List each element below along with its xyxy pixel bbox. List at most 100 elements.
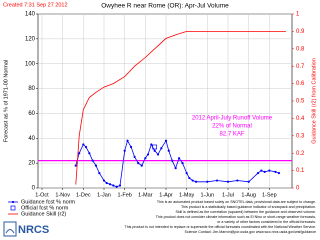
x-tick-label: 1-Jul: [222, 192, 234, 198]
point: [112, 184, 115, 187]
point: [144, 157, 147, 160]
annotation: 2012 April-July Runoff Volume: [192, 116, 273, 122]
point: [160, 147, 163, 150]
point: [88, 152, 91, 155]
disclaimer: This is an automated product based solel…: [157, 200, 316, 204]
y-tick-label: 60: [28, 111, 35, 117]
x-tick-label: 1-May: [179, 192, 195, 198]
y2-tick-label: 1: [296, 12, 300, 18]
point: [260, 169, 263, 172]
point: [164, 139, 168, 142]
logo: NRCS: [3, 221, 49, 237]
point: [236, 179, 239, 182]
legend-swatch: [11, 200, 15, 204]
x-tick-label: 1-Mar: [138, 192, 153, 198]
point: [146, 153, 150, 156]
annotation: 82.7 KAF: [219, 132, 244, 138]
point: [102, 179, 106, 182]
point: [185, 171, 188, 175]
point: [108, 183, 112, 186]
y-tick-label: 140: [25, 12, 36, 18]
point: [194, 180, 198, 183]
point: [191, 179, 194, 182]
point: [156, 153, 160, 156]
disclaimer: This product is not intended to replace …: [125, 225, 316, 229]
logo-text: NRCS: [18, 224, 49, 236]
y-tick-label: 80: [28, 86, 35, 92]
disclaimer: This product does not consider climate i…: [156, 215, 316, 219]
y-tick-label: 0: [32, 186, 36, 192]
point: [133, 155, 136, 159]
y2-axis-label: Guidance Skill (r2) from Calibration: [311, 58, 317, 144]
point: [247, 180, 250, 183]
legend-label: Official fcst % norm: [21, 205, 69, 211]
legend-swatch: [10, 205, 16, 211]
point: [129, 145, 133, 149]
y-tick-label: 20: [28, 161, 35, 167]
point: [123, 149, 126, 152]
point: [152, 144, 158, 150]
x-tick-label: 1-Jun: [200, 192, 214, 198]
point: [98, 171, 101, 175]
y2-tick-label: 0.6: [296, 81, 305, 87]
x-tick-label: 1-Aug: [241, 192, 256, 198]
point: [78, 152, 81, 155]
point: [274, 170, 277, 173]
point: [94, 164, 98, 167]
plot-area: [37, 13, 293, 189]
y2-tick-label: 0.4: [296, 116, 305, 122]
point: [74, 164, 77, 167]
point: [268, 169, 271, 172]
y-tick-label: 100: [25, 61, 36, 67]
legend-label: Guidance Skill (r2): [21, 211, 66, 217]
point: [171, 159, 174, 162]
logo-icon: [5, 229, 15, 234]
point: [177, 157, 181, 160]
x-tick-label: 1-Sep: [262, 192, 277, 198]
y-tick-label: 120: [25, 36, 36, 42]
point: [91, 159, 94, 162]
y2-tick-label: 0.7: [296, 64, 305, 70]
point: [181, 162, 184, 165]
point: [115, 185, 118, 188]
x-tick-label: 1-Jan: [97, 192, 111, 198]
y2-tick-label: 0.2: [296, 151, 305, 157]
point: [105, 181, 108, 185]
y2-tick-label: 0.3: [296, 133, 305, 139]
disclaimer: or a variety of other factors considered…: [217, 220, 316, 224]
legend-label: Guidance fcst % norm: [21, 199, 76, 205]
point: [215, 179, 219, 182]
point: [277, 171, 281, 175]
x-tick-label: 1-Oct: [35, 192, 49, 198]
disclaimer: Skill is defined as the correlation (squ…: [176, 210, 316, 214]
point: [167, 149, 170, 152]
point: [174, 167, 177, 170]
point: [226, 180, 230, 183]
point: [137, 162, 140, 165]
point: [150, 143, 153, 146]
point: [126, 139, 129, 142]
point: [140, 164, 143, 167]
y2-tick-label: 0.8: [296, 46, 305, 52]
x-tick-label: 1-Feb: [117, 192, 131, 198]
point: [206, 180, 209, 183]
x-tick-label: 1-Apr: [159, 192, 173, 198]
point: [256, 171, 260, 175]
y-tick-label: 40: [28, 136, 35, 142]
point: [82, 143, 85, 146]
y2-tick-label: 0.1: [296, 168, 305, 174]
annotation: 22% of Normal: [212, 124, 252, 130]
point: [153, 149, 156, 152]
point: [84, 145, 88, 149]
disclaimer: Science Contact: Jim.Marron@por.usda.gov…: [185, 230, 316, 234]
point: [188, 176, 191, 180]
point: [118, 184, 122, 187]
created: Created 7:31 Sep 27 2012: [3, 2, 68, 8]
y2-tick-label: 0.9: [296, 29, 305, 35]
y2-tick-label: 0.5: [296, 99, 305, 105]
point: [263, 170, 266, 173]
series-line: [75, 31, 286, 185]
y2-tick-label: 0: [296, 186, 300, 192]
x-tick-label: 1-Dec: [76, 192, 91, 198]
